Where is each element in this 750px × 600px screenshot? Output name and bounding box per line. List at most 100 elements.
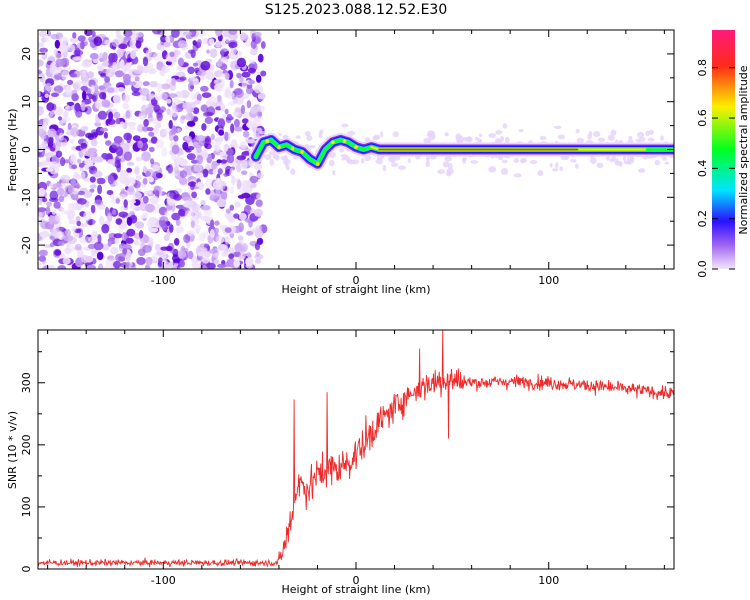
noise-blob: [152, 164, 161, 172]
noise-blob: [228, 41, 238, 49]
noise-blob: [200, 104, 208, 112]
noise-blob: [83, 211, 93, 221]
noise-blob: [254, 258, 262, 264]
noise-blob: [80, 101, 86, 111]
noise-blob: [107, 212, 113, 222]
noise-blob: [90, 84, 95, 94]
noise-blob: [47, 141, 54, 149]
noise-blob: [208, 168, 215, 175]
noise-blob: [165, 98, 172, 104]
noise-blob: [446, 168, 455, 175]
noise-blob: [537, 170, 544, 177]
noise-blob: [236, 50, 243, 57]
noise-blob: [626, 159, 633, 165]
noise-blob: [118, 174, 128, 185]
noise-blob: [138, 230, 144, 239]
noise-blob: [81, 171, 86, 180]
noise-blob: [220, 190, 228, 201]
noise-blob: [54, 39, 61, 49]
noise-blob: [174, 165, 179, 175]
noise-blob: [149, 94, 155, 100]
noise-blob: [107, 159, 115, 165]
noise-blob: [66, 44, 76, 52]
noise-blob: [161, 261, 171, 269]
noise-blob: [156, 112, 163, 122]
noise-blob: [559, 166, 563, 172]
noise-blob: [59, 43, 67, 53]
noise-blob: [458, 135, 464, 143]
noise-blob: [375, 158, 383, 165]
noise-blob: [205, 262, 216, 269]
noise-blob: [113, 233, 123, 239]
noise-blob: [123, 199, 128, 208]
noise-blob: [150, 136, 158, 144]
noise-blob: [122, 93, 131, 103]
noise-blob: [208, 38, 215, 45]
noise-blob: [501, 159, 508, 164]
noise-blob: [178, 157, 185, 165]
noise-blob: [119, 193, 127, 200]
noise-blob: [182, 102, 192, 110]
noise-blob: [108, 111, 114, 122]
noise-blob: [75, 80, 83, 85]
noise-blob: [74, 243, 82, 251]
noise-blob: [39, 230, 50, 238]
colorbar-ticks: 0.0 0.2 0.4 0.6 0.8: [696, 59, 735, 278]
spectrogram-y-axis-label: Frequency (Hz): [6, 109, 19, 192]
noise-blob: [163, 127, 171, 134]
noise-blob: [51, 92, 59, 98]
noise-blob: [114, 236, 120, 245]
noise-blob: [142, 125, 149, 132]
noise-blob: [205, 178, 214, 188]
noise-blob: [199, 264, 208, 269]
noise-blob: [77, 158, 82, 164]
noise-blob: [51, 209, 57, 216]
noise-blob: [257, 53, 264, 63]
noise-blob: [71, 225, 76, 233]
noise-blob: [77, 249, 84, 259]
noise-blob: [148, 228, 159, 233]
noise-blob: [247, 121, 252, 129]
noise-blob: [49, 190, 59, 201]
noise-blob: [85, 132, 93, 139]
noise-blob: [104, 258, 113, 266]
noise-blob: [190, 92, 196, 101]
noise-blob: [84, 30, 93, 37]
noise-blob: [246, 100, 252, 109]
noise-blob: [39, 218, 46, 228]
noise-blob: [224, 72, 230, 80]
noise-blob: [295, 135, 301, 139]
noise-blob: [241, 170, 248, 175]
noise-blob: [62, 257, 71, 265]
noise-blob: [89, 184, 97, 189]
noise-blob: [64, 85, 73, 96]
noise-blob: [212, 169, 217, 175]
noise-blob: [169, 131, 174, 142]
x-tick-label: 0: [353, 574, 360, 587]
noise-blob: [152, 252, 158, 261]
noise-blob: [47, 128, 57, 138]
noise-blob: [306, 135, 313, 141]
noise-blob: [192, 40, 197, 46]
noise-blob: [68, 219, 77, 225]
noise-blob: [204, 137, 210, 143]
noise-blob: [570, 159, 577, 163]
noise-blob: [576, 137, 584, 144]
noise-blob: [60, 174, 70, 182]
noise-blob: [192, 107, 200, 115]
noise-blob: [71, 93, 79, 102]
noise-blob: [116, 87, 126, 92]
noise-blob: [173, 158, 179, 167]
noise-blob: [74, 102, 81, 112]
noise-blob: [502, 123, 508, 129]
noise-blob: [234, 201, 241, 208]
noise-blob: [103, 132, 108, 139]
noise-blob: [70, 139, 75, 144]
snr-x-axis-label: Height of straight line (km): [281, 583, 430, 596]
noise-blob: [243, 204, 252, 215]
noise-blob: [65, 104, 70, 110]
noise-blob: [245, 230, 254, 236]
noise-blob: [101, 99, 111, 108]
noise-blob: [230, 186, 234, 195]
noise-blob: [185, 200, 191, 206]
